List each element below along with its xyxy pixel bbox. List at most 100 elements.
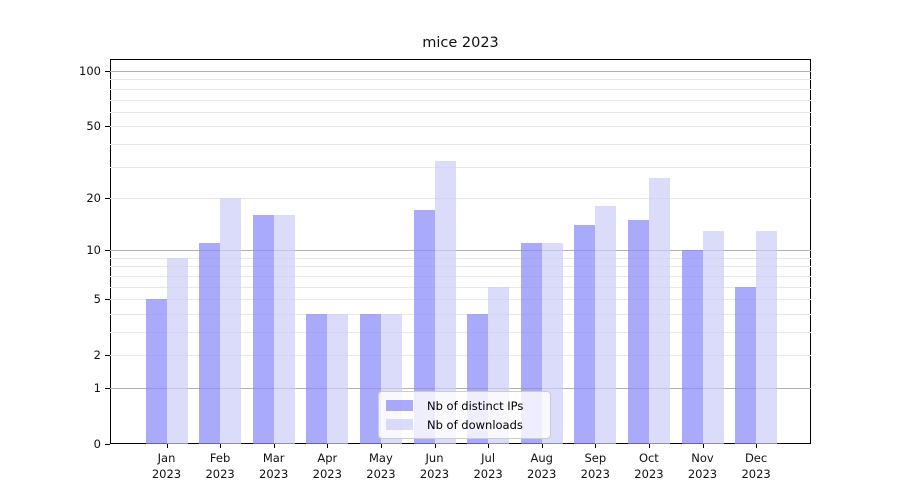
- bar-distinct-ips-oct: [627, 219, 649, 444]
- bar-downloads-feb: [220, 197, 242, 444]
- x-tick-month: Jul: [481, 451, 496, 465]
- x-tick-label: Jul 2023: [456, 450, 520, 482]
- x-tick-mark: [434, 444, 436, 448]
- x-tick-label: Feb 2023: [188, 450, 252, 482]
- bar-distinct-ips-sep: [574, 225, 596, 444]
- gridline-minor: [110, 126, 811, 128]
- x-tick-month: Dec: [744, 451, 768, 465]
- y-tick-mark: [105, 197, 110, 199]
- y-tick-label: 5: [93, 292, 101, 307]
- x-tick-label: Nov 2023: [671, 450, 735, 482]
- gridline-minor: [110, 79, 811, 81]
- gridline-minor: [110, 257, 811, 259]
- x-tick-mark: [595, 444, 597, 448]
- bar-distinct-ips-jan: [145, 299, 167, 444]
- gridline-major: [110, 71, 811, 72]
- x-tick-label: Oct 2023: [617, 450, 681, 482]
- y-tick-label: 100: [79, 64, 101, 78]
- x-tick-mark: [327, 444, 329, 448]
- x-tick-mark: [541, 444, 543, 448]
- x-tick-label: Dec 2023: [724, 450, 788, 482]
- x-tick-month: Mar: [262, 451, 285, 465]
- y-tick-mark: [105, 388, 110, 389]
- plot-area: [110, 59, 811, 444]
- bar-downloads-nov: [702, 230, 724, 444]
- y-tick-mark: [105, 444, 110, 445]
- x-tick-label: Jan 2023: [135, 450, 199, 482]
- legend-entry-downloads: Nb of downloads: [386, 419, 542, 431]
- x-tick-mark: [166, 444, 168, 448]
- gridline-minor: [110, 88, 811, 90]
- legend-entry-distinct-ips: Nb of distinct IPs: [386, 400, 542, 412]
- y-tick-mark: [105, 250, 110, 252]
- y-tick-label: 10: [86, 243, 101, 258]
- x-tick-label: Apr 2023: [295, 450, 359, 482]
- x-tick-month: Jun: [425, 451, 444, 465]
- bar-downloads-sep: [595, 206, 617, 444]
- x-tick-mark: [756, 444, 758, 448]
- gridline-major: [110, 388, 811, 389]
- x-tick-year: 2023: [259, 467, 289, 481]
- gridline-minor: [110, 99, 811, 101]
- gridline-minor: [110, 286, 811, 288]
- gridline-minor: [110, 197, 811, 199]
- x-tick-year: 2023: [580, 467, 610, 481]
- x-tick-year: 2023: [312, 467, 342, 481]
- bar-distinct-ips-feb: [199, 243, 221, 444]
- bar-downloads-jun: [434, 161, 456, 444]
- bar-distinct-ips-apr: [306, 313, 328, 444]
- x-tick-year: 2023: [741, 467, 771, 481]
- x-tick-month: Nov: [691, 451, 714, 465]
- legend-swatch-distinct-ips: [386, 400, 413, 411]
- gridline-minor: [110, 166, 811, 168]
- gridline-minor: [110, 275, 811, 277]
- x-tick-mark: [488, 444, 490, 448]
- x-tick-year: 2023: [634, 467, 664, 481]
- gridline-minor: [110, 266, 811, 268]
- x-tick-mark: [380, 444, 382, 448]
- x-tick-year: 2023: [205, 467, 235, 481]
- gridline-minor: [110, 355, 811, 357]
- x-tick-month: Aug: [530, 451, 553, 465]
- x-tick-label: May 2023: [349, 450, 413, 482]
- x-tick-label: Mar 2023: [242, 450, 306, 482]
- gridline-minor: [110, 332, 811, 333]
- x-tick-label: Sep 2023: [563, 450, 627, 482]
- y-tick-label: 20: [86, 190, 101, 205]
- x-tick-mark: [273, 444, 275, 448]
- x-tick-mark: [702, 444, 704, 448]
- x-tick-year: 2023: [366, 467, 396, 481]
- bar-downloads-apr: [327, 313, 349, 444]
- gridline-minor: [110, 143, 811, 145]
- bar-downloads-mar: [273, 215, 295, 444]
- gridline-minor: [110, 313, 811, 315]
- x-tick-label: Jun 2023: [403, 450, 467, 482]
- x-tick-year: 2023: [473, 467, 503, 481]
- x-tick-month: May: [369, 451, 393, 465]
- bar-distinct-ips-nov: [681, 250, 703, 444]
- bar-distinct-ips-jun: [413, 210, 435, 444]
- gridline-major: [110, 250, 811, 252]
- x-tick-year: 2023: [687, 467, 718, 481]
- legend-label-downloads: Nb of downloads: [427, 417, 523, 432]
- bar-distinct-ips-mar: [252, 215, 274, 444]
- x-tick-year: 2023: [527, 467, 557, 481]
- y-tick-mark: [105, 355, 110, 357]
- legend-label-distinct-ips: Nb of distinct IPs: [427, 398, 524, 413]
- y-tick-label: 0: [93, 437, 101, 451]
- x-tick-label: Aug 2023: [510, 450, 574, 482]
- y-tick-label: 50: [86, 119, 101, 134]
- bar-downloads-dec: [756, 230, 778, 444]
- y-tick-mark: [105, 71, 110, 72]
- x-tick-mark: [220, 444, 222, 448]
- y-tick-label: 1: [93, 381, 101, 395]
- x-tick-month: Apr: [317, 451, 338, 465]
- bar-distinct-ips-may: [359, 313, 381, 444]
- x-tick-month: Feb: [209, 451, 231, 465]
- y-tick-mark: [105, 126, 110, 128]
- x-tick-month: Oct: [638, 451, 659, 465]
- y-tick-label: 2: [93, 348, 101, 363]
- x-tick-month: Sep: [584, 451, 607, 465]
- x-tick-month: Jan: [157, 451, 176, 465]
